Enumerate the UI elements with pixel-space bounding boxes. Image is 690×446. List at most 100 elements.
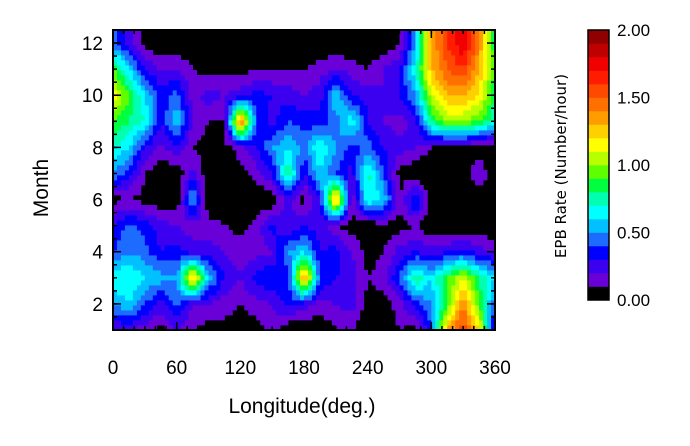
- heatmap-cell: [156, 145, 162, 151]
- heatmap-cell: [451, 95, 456, 101]
- heatmap-cell: [351, 300, 357, 306]
- heatmap-cell: [113, 60, 118, 66]
- heatmap-cell: [319, 160, 325, 166]
- heatmap-cell: [331, 160, 337, 166]
- heatmap-cell: [240, 260, 245, 266]
- heatmap-cell: [284, 155, 289, 161]
- heatmap-cell: [156, 150, 162, 156]
- heatmap-cell: [467, 135, 472, 141]
- heatmap-cell: [144, 295, 150, 301]
- heatmap-cell: [128, 225, 134, 231]
- colorbar-tick-label: 0.50: [617, 224, 650, 243]
- heatmap-cell: [300, 310, 305, 316]
- heatmap-cell: [467, 255, 472, 261]
- heatmap-cell: [471, 35, 476, 41]
- heatmap-cell: [300, 235, 305, 241]
- heatmap-cell: [264, 75, 269, 81]
- heatmap-cell: [387, 255, 392, 261]
- heatmap-cell: [359, 165, 365, 171]
- heatmap-cell: [431, 280, 436, 286]
- heatmap-cell: [467, 140, 472, 146]
- heatmap-cell: [319, 70, 325, 76]
- heatmap-cell: [268, 75, 273, 81]
- heatmap-cell: [363, 130, 369, 136]
- heatmap-cell: [403, 270, 408, 276]
- y-tick-label: 10: [82, 86, 103, 107]
- heatmap-cell: [427, 275, 432, 281]
- heatmap-cell: [160, 255, 166, 261]
- heatmap-cell: [300, 80, 305, 86]
- heatmap-cell: [300, 280, 305, 286]
- heatmap-cell: [439, 105, 444, 111]
- heatmap-cell: [475, 35, 480, 41]
- heatmap-cell: [355, 135, 361, 141]
- heatmap-cell: [140, 100, 146, 106]
- heatmap-cell: [343, 100, 349, 106]
- heatmap-cell: [192, 210, 197, 216]
- heatmap-cell: [363, 270, 369, 276]
- heatmap-cell: [327, 55, 333, 61]
- heatmap-cell: [399, 240, 404, 246]
- heatmap-cell: [323, 125, 329, 131]
- heatmap-cell: [128, 140, 134, 146]
- heatmap-cell: [136, 325, 142, 331]
- heatmap-cell: [188, 215, 193, 221]
- heatmap-cell: [116, 185, 122, 191]
- heatmap-cell: [479, 140, 484, 146]
- heatmap-cell: [280, 110, 285, 116]
- heatmap-cell: [180, 265, 186, 271]
- heatmap-cell: [304, 260, 309, 266]
- heatmap-cell: [236, 105, 241, 111]
- heatmap-cell: [164, 130, 170, 136]
- heatmap-cell: [443, 75, 448, 81]
- heatmap-cell: [120, 290, 126, 296]
- heatmap-cell: [455, 125, 460, 131]
- heatmap-cell: [292, 240, 297, 246]
- heatmap-cell: [136, 275, 142, 281]
- heatmap-cell: [335, 255, 341, 261]
- heatmap-cell: [411, 255, 416, 261]
- heatmap-cell: [363, 185, 369, 191]
- heatmap-cell: [200, 190, 205, 196]
- heatmap-cell: [447, 35, 452, 41]
- heatmap-cell: [124, 220, 130, 226]
- heatmap-cell: [315, 275, 321, 281]
- heatmap-cell: [276, 315, 281, 321]
- heatmap-cell: [451, 90, 456, 96]
- heatmap-cell: [419, 125, 424, 131]
- heatmap-cell: [311, 195, 317, 201]
- heatmap-cell: [443, 250, 448, 256]
- heatmap-cell: [479, 265, 484, 271]
- heatmap-cell: [172, 325, 178, 331]
- heatmap-cell: [395, 155, 400, 161]
- heatmap-cell: [339, 155, 345, 161]
- heatmap-cell: [240, 145, 245, 151]
- heatmap-cell: [256, 180, 261, 186]
- heatmap-cell: [367, 110, 373, 116]
- heatmap-cell: [483, 325, 488, 331]
- heatmap-cell: [331, 305, 337, 311]
- heatmap-cell: [423, 280, 428, 286]
- heatmap-cell: [296, 215, 301, 221]
- heatmap-cell: [323, 165, 329, 171]
- heatmap-cell: [407, 140, 412, 146]
- heatmap-cell: [343, 190, 349, 196]
- heatmap-cell: [228, 135, 233, 141]
- heatmap-cell: [359, 170, 365, 176]
- heatmap-cell: [323, 225, 329, 231]
- heatmap-cell: [315, 80, 321, 86]
- heatmap-cell: [387, 135, 392, 141]
- heatmap-cell: [184, 70, 190, 76]
- heatmap-cell: [132, 210, 138, 216]
- heatmap-cell: [355, 305, 361, 311]
- heatmap-cell: [276, 275, 281, 281]
- heatmap-cell: [403, 305, 408, 311]
- heatmap-cell: [487, 325, 492, 331]
- heatmap-cell: [292, 255, 297, 261]
- heatmap-cell: [120, 85, 126, 91]
- heatmap-cell: [347, 140, 353, 146]
- heatmap-cell: [244, 135, 249, 141]
- heatmap-cell: [423, 65, 428, 71]
- heatmap-cell: [435, 275, 440, 281]
- heatmap-cell: [148, 50, 154, 56]
